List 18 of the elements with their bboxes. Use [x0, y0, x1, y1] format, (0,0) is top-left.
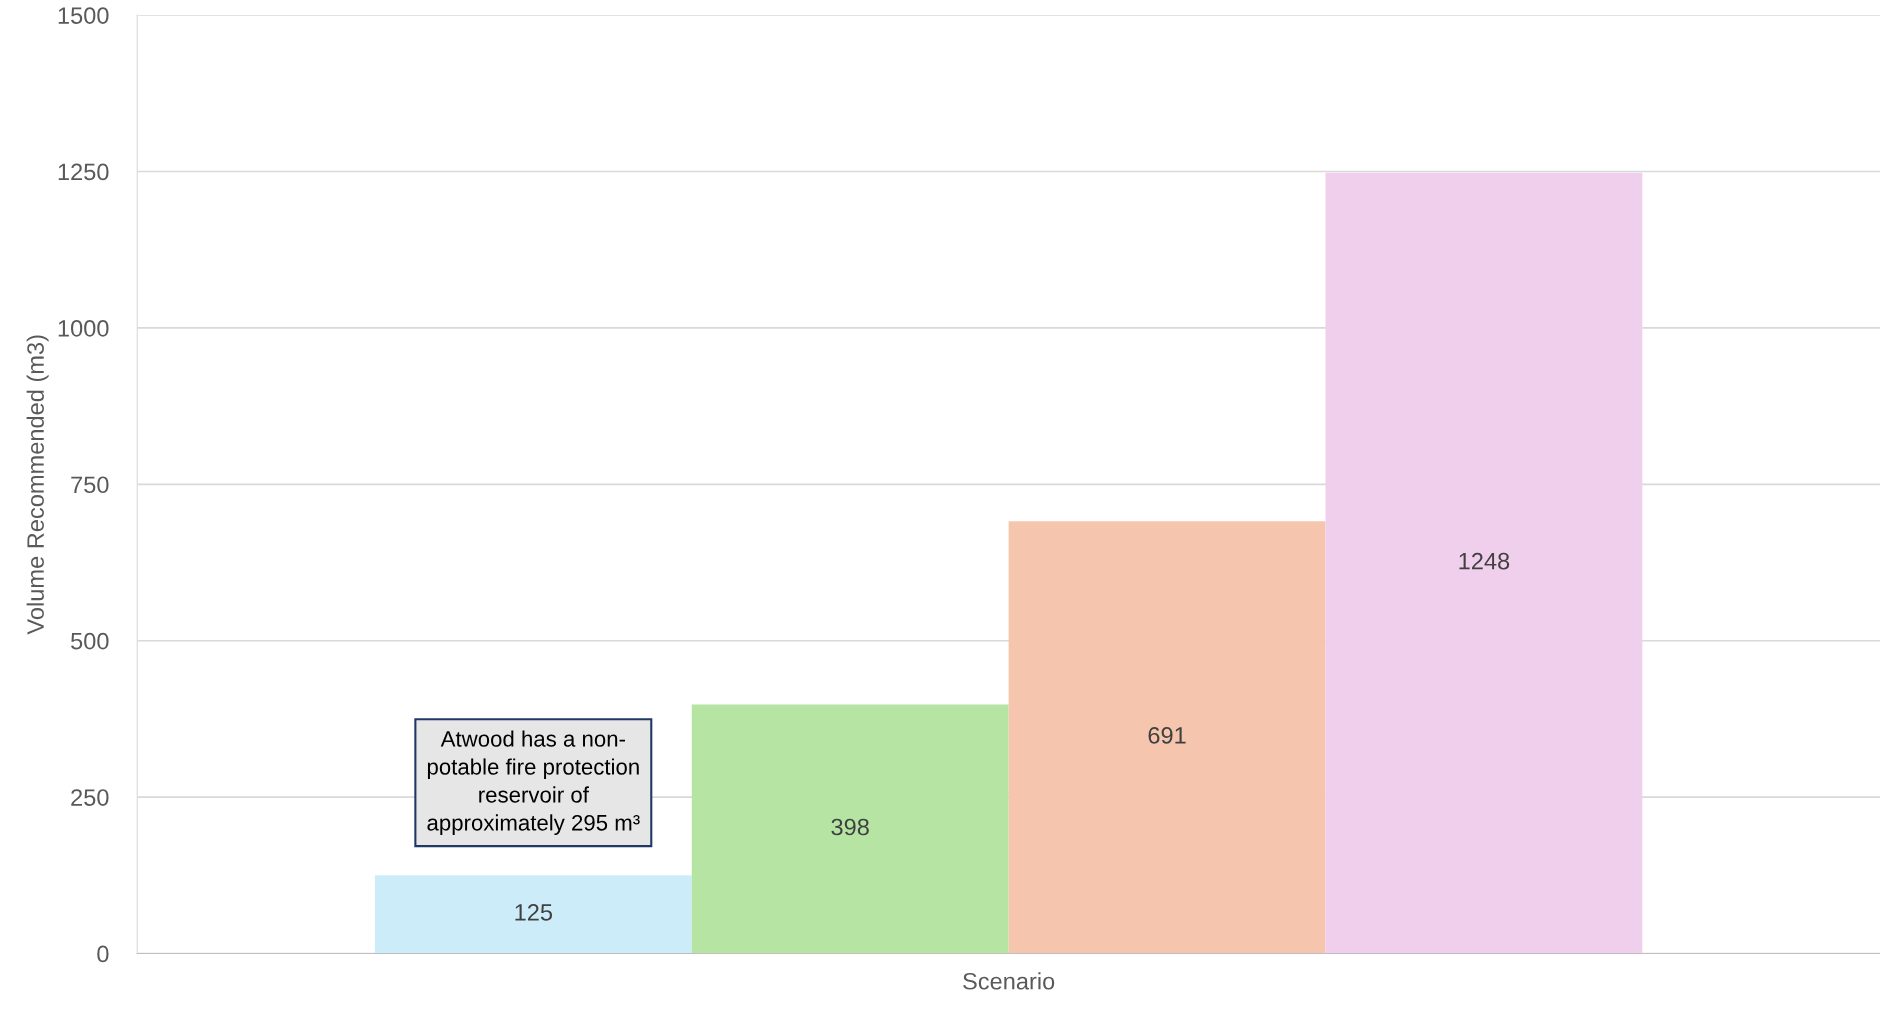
y-tick-label: 500	[71, 632, 109, 650]
bar	[691, 704, 1009, 954]
y-tick-label: 750	[71, 476, 109, 494]
data-label: 691	[1148, 726, 1186, 744]
y-tick-label: 1000	[58, 319, 109, 337]
bar	[1008, 521, 1326, 954]
y-tick-label: 0	[97, 945, 109, 963]
y-tick-label: 1250	[58, 163, 109, 181]
y-axis-title: Volume Recommended (m3)	[26, 335, 49, 635]
y-tick-label: 250	[71, 789, 109, 806]
x-axis-title: Scenario	[963, 972, 1055, 990]
data-label: 125	[515, 904, 553, 921]
y-tick-label: 1500	[58, 7, 109, 24]
bar	[1325, 172, 1643, 954]
data-label: 1248	[1459, 552, 1510, 570]
annotation: Atwood has a non- potable fire protection reservoir of approximately 295 m³	[427, 730, 640, 836]
data-label: 398	[831, 818, 869, 836]
bar	[374, 875, 692, 954]
